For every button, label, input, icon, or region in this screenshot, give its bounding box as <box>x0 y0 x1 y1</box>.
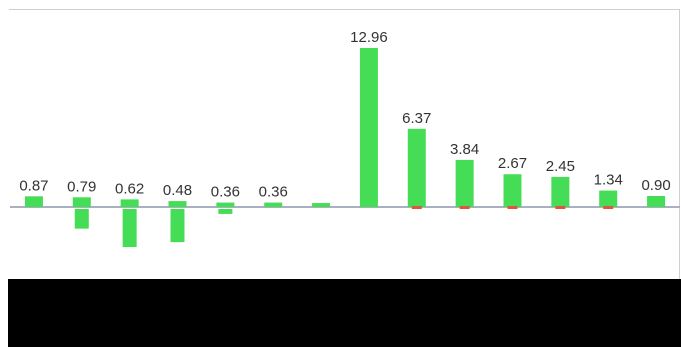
bar-8 <box>359 48 378 207</box>
bar-2 <box>72 197 91 207</box>
value-label-6: 0.36 <box>259 184 288 201</box>
chart-frame <box>9 9 680 280</box>
negative-bar-4 <box>170 209 185 243</box>
bar-9 <box>407 128 426 207</box>
value-label-14: 0.90 <box>641 177 670 194</box>
bar-13 <box>599 190 618 207</box>
bar-6 <box>264 202 283 207</box>
value-label-2: 0.79 <box>67 178 96 195</box>
bar-14 <box>647 195 666 207</box>
bar-12 <box>551 176 570 207</box>
value-label-3: 0.62 <box>115 180 144 197</box>
bar-4 <box>168 201 187 207</box>
negative-bar-5 <box>218 209 233 214</box>
marker-11 <box>507 206 518 209</box>
bar-11 <box>503 174 522 207</box>
value-label-9: 6.37 <box>402 110 431 127</box>
value-label-13: 1.34 <box>594 172 623 189</box>
negative-bar-2 <box>74 209 89 229</box>
value-label-10: 3.84 <box>450 141 479 158</box>
value-label-8: 12.96 <box>350 29 388 46</box>
value-label-5: 0.36 <box>211 184 240 201</box>
bar-chart: 0.87 0.79 0.62 0.48 0.36 0.36 12.96 6.37 3.84 2.6… <box>10 29 680 248</box>
value-label-1: 0.87 <box>19 177 48 194</box>
value-label-11: 2.67 <box>498 155 527 172</box>
marker-12 <box>555 206 566 209</box>
bar-5 <box>216 202 235 207</box>
bar-10 <box>455 159 474 207</box>
negative-bar-3 <box>122 209 137 248</box>
bar-3 <box>120 199 139 207</box>
marker-13 <box>603 206 614 209</box>
marker-10 <box>459 206 470 209</box>
black-band <box>8 279 681 347</box>
value-label-4: 0.48 <box>163 182 192 199</box>
bar-1 <box>24 196 43 207</box>
bar-7 <box>312 203 331 207</box>
value-label-12: 2.45 <box>546 158 575 175</box>
marker-9 <box>411 206 422 209</box>
